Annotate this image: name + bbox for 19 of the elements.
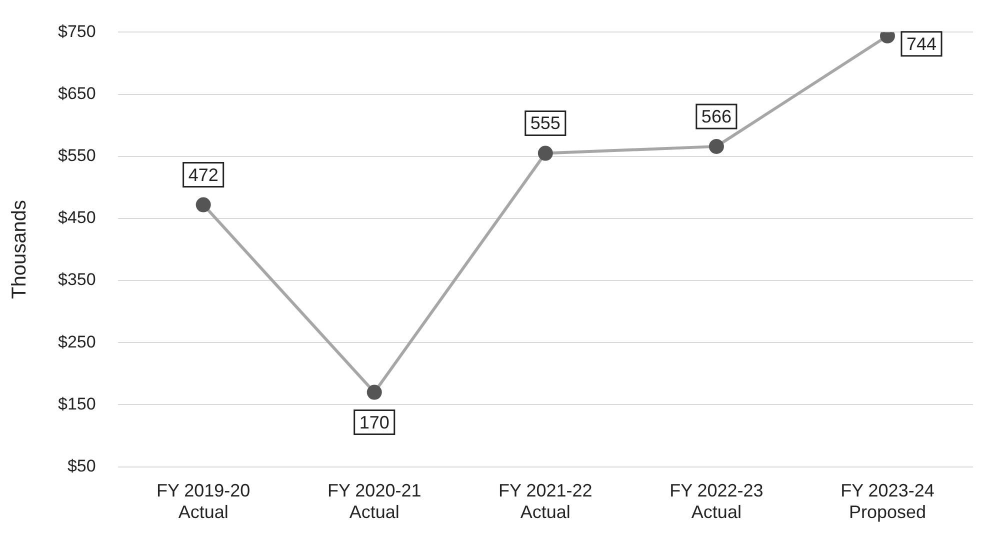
y-tick-label: $250 xyxy=(58,332,96,352)
data-label: 472 xyxy=(188,164,218,185)
y-tick-label: $350 xyxy=(58,270,96,290)
data-label: 555 xyxy=(530,113,560,134)
data-label: 566 xyxy=(701,106,732,126)
data-label: 744 xyxy=(906,34,937,54)
data-label: 170 xyxy=(359,412,390,432)
y-tick-label: $450 xyxy=(58,208,96,228)
y-tick-label: $50 xyxy=(67,456,96,476)
x-tick-label: FY 2023-24 Proposed xyxy=(840,480,934,522)
x-tick-label: FY 2022-23 Actual xyxy=(670,480,764,522)
y-tick-label: $650 xyxy=(58,84,96,103)
y-tick-label: $550 xyxy=(58,146,96,166)
x-tick-label: FY 2019-20 Actual xyxy=(156,480,250,522)
x-tick-label: FY 2020-21 Actual xyxy=(328,480,422,522)
y-tick-label: $150 xyxy=(58,394,96,414)
y-axis-title: Thousands xyxy=(8,200,31,299)
x-tick-label: FY 2021-22 Actual xyxy=(498,480,592,522)
y-tick-label: $750 xyxy=(58,22,96,41)
